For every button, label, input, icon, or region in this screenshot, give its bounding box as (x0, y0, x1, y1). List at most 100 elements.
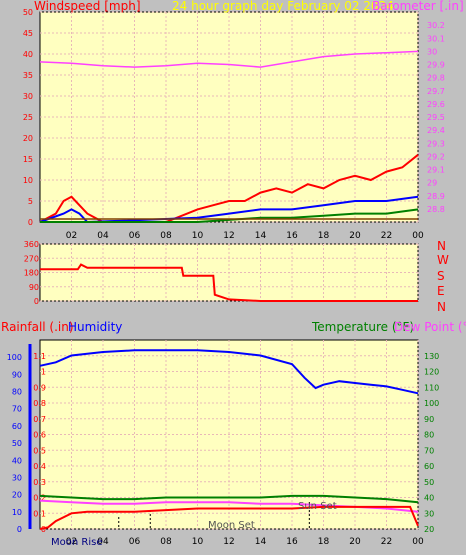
humidity-tick-label: 50 (12, 439, 22, 448)
humidity-tick-label: 20 (12, 491, 22, 500)
x-tick-label: 14 (255, 231, 267, 241)
barometer-tick-label: 30 (427, 47, 437, 56)
x-tick-label: 22 (381, 537, 392, 547)
humidity-tick-label: 10 (12, 508, 22, 517)
direction-tick-label: 360 (24, 240, 39, 249)
windspeed-axis: 0 5 10 15 20 25 30 35 40 45 50 (23, 8, 33, 227)
rain-humidity-temp-chart: 0 0.1 0.2 0.3 0.4 0.5 0.6 0.7 0.8 0.9 1 1.1 0 10 20 30… (1, 320, 466, 548)
barometer-tick-label: 30.2 (427, 21, 445, 30)
temperature-tick-label: 50 (424, 478, 434, 487)
humidity-title: Humidity (68, 320, 122, 334)
barometer-tick-label: 29.6 (427, 100, 445, 109)
rainfall-tick-label: 0.9 (33, 383, 46, 392)
moon-set-label: Moon Set (208, 520, 255, 531)
windspeed-tick-label: 0 (28, 218, 33, 227)
temperature-tick-label: 40 (424, 494, 434, 503)
humidity-tick-label: 80 (12, 388, 22, 397)
direction-tick-label: 90 (29, 283, 39, 292)
barometer-tick-label: 28.8 (427, 205, 445, 214)
barometer-tick-label: 29.3 (427, 139, 445, 148)
windspeed-tick-label: 50 (23, 8, 33, 17)
rainfall-tick-label: 1.1 (33, 352, 46, 361)
x-tick-label: 16 (286, 231, 298, 241)
rainfall-tick-label: 0.8 (33, 399, 46, 408)
windspeed-title: Windspeed [mph] (34, 0, 141, 13)
temperature-title: Temperature (°F) (311, 320, 414, 334)
windspeed-tick-label: 5 (28, 197, 33, 206)
moon-rise-label: Moon Rise (51, 537, 102, 548)
direction-tick-label: 180 (24, 269, 39, 278)
x-tick-label: 00 (412, 537, 424, 547)
temperature-tick-label: 60 (424, 462, 434, 471)
windspeed-tick-label: 45 (23, 29, 33, 38)
humidity-line (39, 349, 419, 395)
x-tick-label: 18 (318, 537, 330, 547)
date-title: 24 hour graph day February 02 2024 (172, 0, 394, 13)
wind-average-line (39, 195, 419, 224)
temperature-tick-label: 20 (424, 525, 434, 534)
rainfall-axis: 0 0.1 0.2 0.3 0.4 0.5 0.6 0.7 0.8 0.9 1 1.1 (33, 352, 46, 534)
compass-letter: S (437, 269, 445, 283)
rainfall-tick-label: 0.2 (33, 494, 46, 503)
humidity-tick-label: 70 (12, 405, 22, 414)
barometer-tick-label: 30.1 (427, 34, 445, 43)
rainfall-tick-label: 0 (41, 525, 46, 534)
windspeed-tick-label: 40 (23, 50, 33, 59)
direction-tick-label: 270 (24, 254, 39, 263)
barometer-tick-label: 29.5 (427, 113, 445, 122)
rainfall-tick-label: 0.1 (33, 509, 46, 518)
barometer-tick-label: 29.2 (427, 152, 445, 161)
temperature-tick-label: 100 (424, 399, 439, 408)
x-tick-label: 04 (97, 537, 109, 547)
rainfall-title: Rainfall (.in) (1, 320, 74, 334)
wind-gust-line (39, 154, 419, 223)
humidity-tick-label: 40 (12, 456, 22, 465)
x-tick-label: 20 (349, 231, 361, 241)
x-tick-label: 04 (97, 231, 109, 241)
temperature-tick-label: 110 (424, 383, 439, 392)
x-tick-label: 00 (412, 231, 424, 241)
x-tick-label: 02 (66, 537, 77, 547)
x-tick-label: 08 (160, 537, 172, 547)
temperature-axis: 20 30 40 50 60 70 80 90 100 110 120 130 (424, 352, 439, 534)
barometer-axis: 28.8 28.9 29 29.1 29.2 29.3 29.4 29.5 29.6 29.7 29… (427, 21, 445, 214)
temperature-tick-label: 30 (424, 509, 434, 518)
wind-baro-x-axis: 02 04 06 08 10 12 14 16 18 20 22 00 (66, 231, 424, 241)
barometer-line (39, 50, 419, 68)
humidity-tick-label: 90 (12, 370, 22, 379)
barometer-tick-label: 28.9 (427, 192, 445, 201)
sun-set-label: Sun Set (298, 501, 337, 512)
rainfall-line (39, 505, 419, 530)
dew-point-title: Dew Point (°F) (394, 320, 466, 334)
x-tick-label: 22 (381, 231, 392, 241)
rainfall-tick-label: 0.5 (33, 446, 46, 455)
compass-letter: N (437, 300, 446, 314)
windspeed-tick-label: 25 (23, 113, 33, 122)
temperature-tick-label: 90 (424, 415, 434, 424)
wind-direction-series (40, 263, 418, 302)
wind-baro-series (39, 50, 419, 224)
x-tick-label: 06 (129, 231, 141, 241)
x-tick-label: 06 (129, 537, 141, 547)
astro-markers (118, 502, 310, 529)
humidity-axis: 0 10 20 30 40 50 60 70 80 90 100 (7, 344, 32, 534)
barometer-title: Barometer [.in] (372, 0, 464, 13)
rainfall-tick-label: 0.3 (33, 478, 46, 487)
rainfall-tick-label: 0.4 (33, 462, 46, 471)
barometer-tick-label: 29.1 (427, 166, 445, 175)
x-tick-label: 14 (255, 537, 267, 547)
windspeed-tick-label: 35 (23, 71, 33, 80)
temperature-tick-label: 130 (424, 352, 439, 361)
temperature-tick-label: 70 (424, 446, 434, 455)
direction-tick-label: 0 (34, 297, 39, 306)
barometer-tick-label: 29 (427, 179, 437, 188)
barometer-tick-label: 29.8 (427, 74, 445, 83)
windspeed-tick-label: 30 (23, 92, 33, 101)
windspeed-tick-label: 15 (23, 155, 33, 164)
x-tick-label: 16 (286, 537, 298, 547)
barometer-tick-label: 29.7 (427, 87, 445, 96)
compass-letter: E (437, 284, 445, 298)
wind-direction-gridlines (40, 243, 419, 302)
rain-humidity-temp-series (39, 349, 419, 530)
